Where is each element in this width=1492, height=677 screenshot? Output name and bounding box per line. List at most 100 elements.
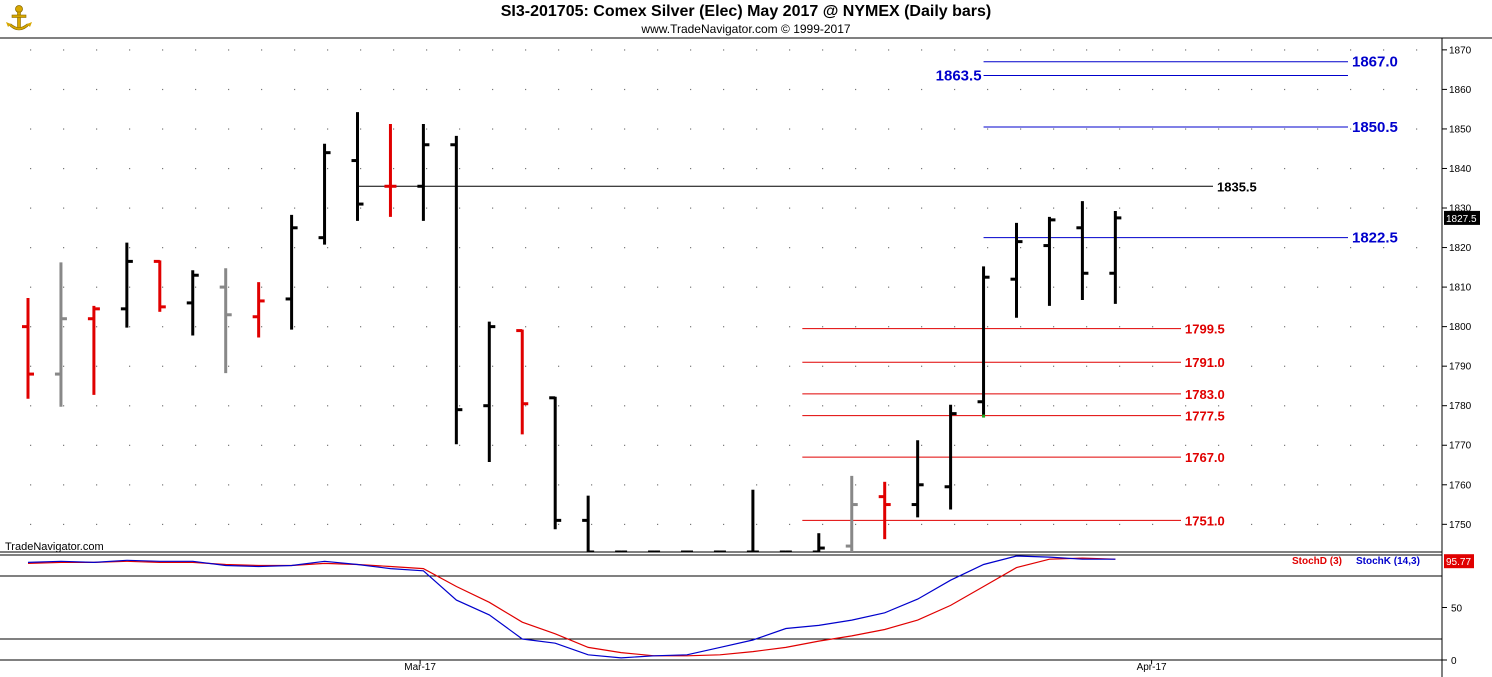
- grid-dot: [1152, 405, 1154, 407]
- grid-dot: [96, 523, 98, 526]
- grid-dot: [657, 326, 659, 328]
- level-label: 1835.5: [1217, 179, 1257, 194]
- grid-dot: [1020, 207, 1022, 209]
- grid-dot: [261, 523, 263, 526]
- grid-dot: [624, 49, 626, 51]
- grid-dot: [360, 88, 362, 91]
- grid-dot: [1020, 523, 1022, 526]
- grid-dot: [1416, 484, 1418, 486]
- grid-dot: [327, 444, 329, 446]
- grid-dot: [30, 523, 32, 526]
- ohlc-bar: [483, 321, 496, 463]
- time-axis-label: Mar-17: [404, 662, 436, 673]
- grid-dot: [162, 326, 164, 328]
- grid-dot: [1251, 326, 1253, 328]
- grid-dot: [591, 405, 593, 407]
- grid-dot: [129, 444, 131, 446]
- grid-dot: [756, 365, 758, 367]
- ohlc-bar: [384, 123, 397, 217]
- grid-dot: [1152, 523, 1154, 526]
- grid-dot: [360, 405, 362, 407]
- grid-dot: [195, 444, 197, 446]
- grid-dot: [1053, 247, 1055, 249]
- grid-dot: [987, 167, 989, 170]
- grid-dot: [1218, 326, 1220, 328]
- grid-dot: [723, 207, 725, 209]
- grid-dot: [1251, 128, 1253, 130]
- grid-dot: [1284, 207, 1286, 209]
- grid-dot: [1185, 286, 1187, 288]
- level-label: 1850.5: [1352, 119, 1398, 136]
- grid-dot: [723, 128, 725, 130]
- grid-dot: [855, 286, 857, 288]
- grid-dot: [1416, 128, 1418, 130]
- stochastic-legend-entry: StochK (14,3): [1356, 556, 1420, 567]
- grid-dot: [228, 444, 230, 446]
- grid-dot: [723, 326, 725, 328]
- grid-dot: [261, 88, 263, 91]
- grid-dot: [855, 167, 857, 170]
- grid-dot: [1383, 88, 1385, 91]
- stochastic-value-label: 95.77: [1446, 557, 1471, 568]
- grid-dot: [789, 286, 791, 288]
- grid-dot: [195, 286, 197, 288]
- grid-dot: [1152, 88, 1154, 91]
- grid-dot: [459, 247, 461, 249]
- grid-dot: [360, 167, 362, 170]
- grid-dot: [789, 167, 791, 170]
- grid-dot: [624, 167, 626, 170]
- grid-dot: [1383, 365, 1385, 367]
- level-label: 1767.0: [1185, 450, 1225, 465]
- grid-dot: [129, 286, 131, 288]
- grid-dot: [327, 167, 329, 170]
- ohlc-bar: [120, 242, 133, 328]
- grid-dot: [1317, 484, 1319, 486]
- grid-dot: [1350, 167, 1352, 170]
- grid-dot: [294, 247, 296, 249]
- grid-dot: [1185, 128, 1187, 130]
- grid-dot: [558, 247, 560, 249]
- stochastic-axis-label: 0: [1451, 656, 1457, 667]
- grid-dot: [1020, 88, 1022, 91]
- grid-dot: [426, 167, 428, 170]
- grid-dot: [129, 523, 131, 526]
- grid-dot: [657, 523, 659, 526]
- grid-dot: [1284, 247, 1286, 249]
- grid-dot: [657, 365, 659, 367]
- grid-dot: [1185, 49, 1187, 51]
- grid-dot: [195, 484, 197, 486]
- grid-dot: [294, 484, 296, 486]
- grid-dot: [393, 128, 395, 130]
- ohlc-bar: [812, 533, 825, 552]
- grid-dot: [1119, 405, 1121, 407]
- grid-dot: [921, 444, 923, 446]
- grid-dot: [261, 49, 263, 51]
- grid-dot: [459, 326, 461, 328]
- grid-dot: [294, 88, 296, 91]
- ohlc-bar: [878, 481, 891, 540]
- grid-dot: [987, 444, 989, 446]
- grid-dot: [888, 207, 890, 209]
- grid-dot: [1350, 207, 1352, 209]
- grid-dot: [921, 49, 923, 51]
- grid-dot: [789, 247, 791, 249]
- grid-dot: [360, 128, 362, 130]
- grid-dot: [426, 405, 428, 407]
- grid-dot: [294, 326, 296, 328]
- grid-dot: [492, 484, 494, 486]
- grid-dot: [261, 167, 263, 170]
- grid-dot: [723, 444, 725, 446]
- grid-dot: [723, 49, 725, 51]
- stochastic-legend-entry: StochD (3): [1292, 556, 1342, 567]
- grid-dot: [327, 365, 329, 367]
- grid-dot: [1152, 484, 1154, 486]
- grid-dot: [327, 286, 329, 288]
- grid-dot: [294, 365, 296, 367]
- grid-dot: [558, 88, 560, 91]
- ohlc-bar: [252, 282, 265, 338]
- level-label: 1867.0: [1352, 54, 1398, 71]
- grid-dot: [1317, 207, 1319, 209]
- grid-dot: [1218, 88, 1220, 91]
- grid-dot: [723, 523, 725, 526]
- grid-dot: [261, 207, 263, 209]
